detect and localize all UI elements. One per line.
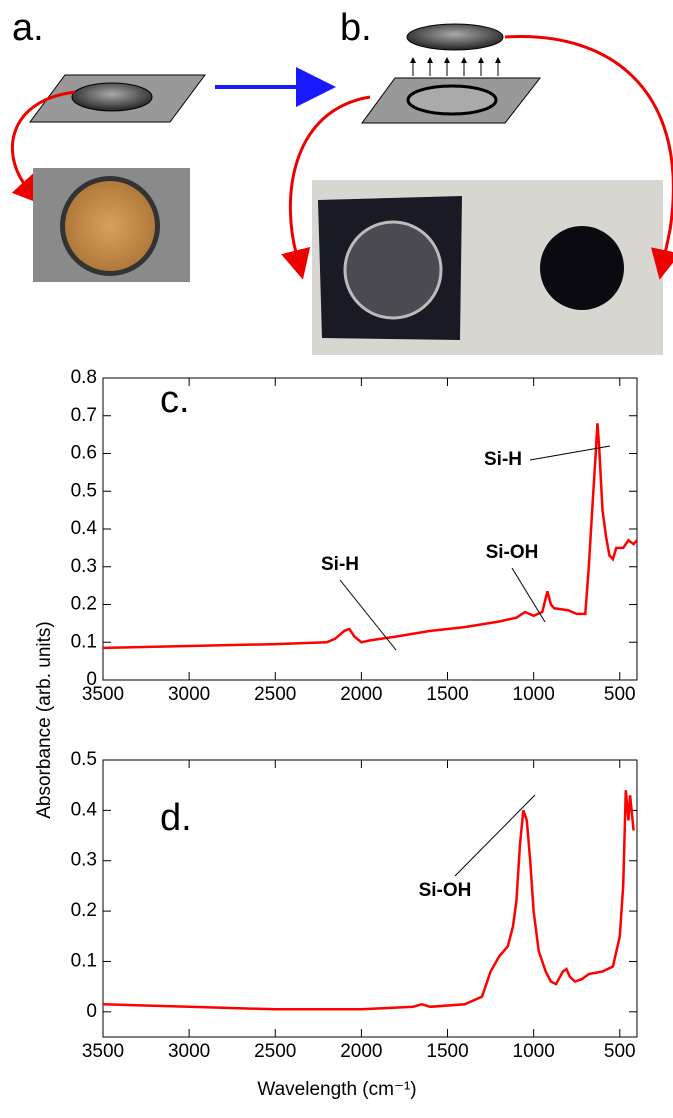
plot-frame bbox=[102, 759, 638, 1038]
y-tick-label: 0.7 bbox=[71, 405, 97, 426]
y-tick-label: 0.2 bbox=[71, 594, 97, 615]
annotation: Si-OH bbox=[486, 542, 539, 563]
y-tick-label: 0.5 bbox=[71, 749, 97, 770]
lift-arrows bbox=[410, 57, 501, 76]
x-tick-label: 3000 bbox=[168, 684, 210, 705]
y-tick-label: 0.1 bbox=[71, 631, 97, 652]
annotation: Si-H bbox=[321, 554, 359, 575]
arrow bbox=[10, 90, 76, 205]
wafer-ring bbox=[343, 220, 443, 320]
x-axis-label: Wavelength (cm⁻¹) bbox=[257, 1079, 416, 1100]
arrow bbox=[504, 35, 673, 280]
x-tick-label: 1000 bbox=[513, 1041, 555, 1062]
x-tick-label: 2500 bbox=[254, 684, 296, 705]
plot-frame bbox=[102, 377, 638, 681]
x-tick-label: 2500 bbox=[254, 1041, 296, 1062]
spectrum-line bbox=[102, 423, 638, 650]
y-tick-label: 0.4 bbox=[71, 518, 98, 539]
annotation: Si-H bbox=[484, 449, 522, 470]
y-tick-label: 0.8 bbox=[71, 367, 97, 388]
leader-line bbox=[529, 445, 611, 461]
y-tick-label: 0.5 bbox=[71, 480, 97, 501]
y-tick-label: 0.6 bbox=[71, 443, 97, 464]
x-tick-label: 1500 bbox=[426, 684, 468, 705]
x-tick-label: 1500 bbox=[426, 1041, 468, 1062]
y-tick-label: 0.1 bbox=[71, 950, 97, 971]
y-tick-label: 0.4 bbox=[71, 799, 98, 820]
annotation: d. bbox=[160, 797, 192, 839]
film-outline bbox=[406, 84, 498, 116]
free-film bbox=[540, 226, 624, 310]
annotation: c. bbox=[160, 379, 190, 421]
y-tick-label: 0.2 bbox=[71, 900, 97, 921]
photo-film bbox=[65, 181, 155, 271]
y-tick-label: 0 bbox=[86, 669, 97, 690]
x-tick-label: 3500 bbox=[82, 684, 124, 705]
panel-label: a. bbox=[12, 7, 44, 49]
diagram: a. b. bbox=[10, 7, 673, 355]
leader-line bbox=[454, 794, 536, 877]
film bbox=[406, 23, 504, 51]
x-tick-label: 2000 bbox=[340, 684, 382, 705]
film bbox=[71, 82, 153, 112]
x-tick-label: 500 bbox=[604, 684, 636, 705]
arrow bbox=[281, 95, 371, 280]
leader-line bbox=[339, 579, 397, 651]
x-tick-label: 2000 bbox=[340, 1041, 382, 1062]
x-tick-label: 1000 bbox=[513, 684, 555, 705]
annotation: Si-OH bbox=[419, 880, 472, 901]
y-axis-label: Absorbance (arb. units) bbox=[34, 621, 55, 819]
panel-label: b. bbox=[340, 7, 372, 49]
y-tick-label: 0 bbox=[86, 1001, 97, 1022]
spectrum-line bbox=[102, 790, 635, 1011]
x-tick-label: 500 bbox=[604, 1041, 636, 1062]
x-tick-label: 3000 bbox=[168, 1041, 210, 1062]
y-tick-label: 0.3 bbox=[71, 556, 97, 577]
leader-line bbox=[511, 567, 546, 623]
x-tick-label: 3500 bbox=[82, 1041, 124, 1062]
y-tick-label: 0.3 bbox=[71, 850, 97, 871]
